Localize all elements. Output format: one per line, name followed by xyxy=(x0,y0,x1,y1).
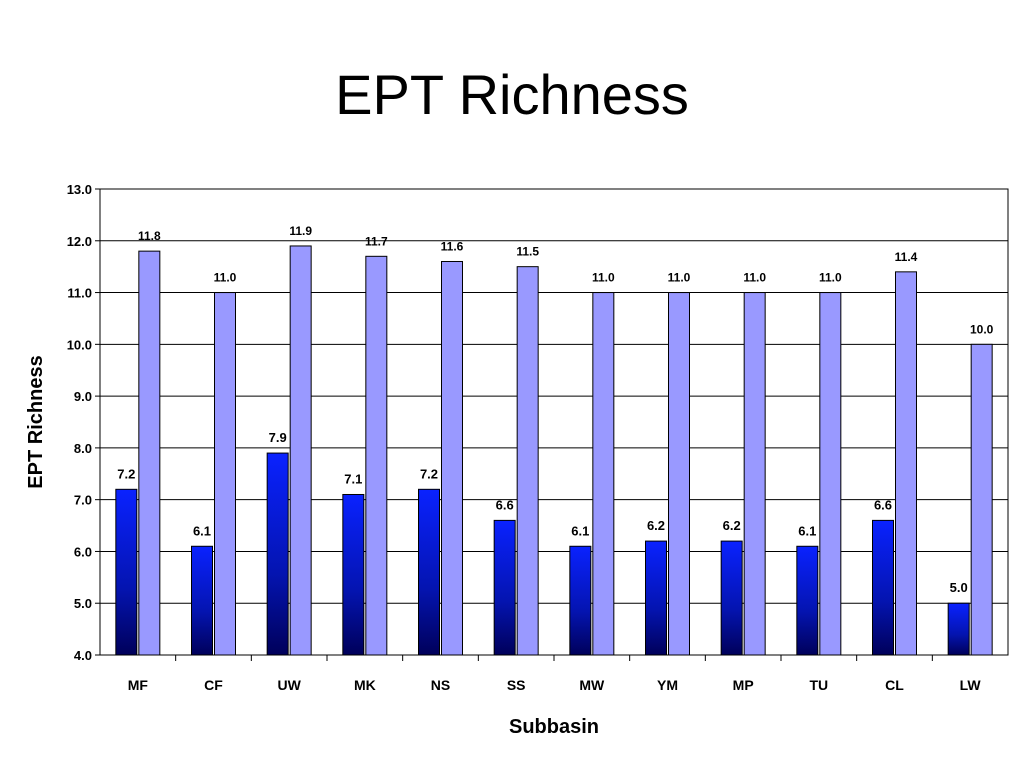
bar xyxy=(569,545,592,656)
bars xyxy=(115,245,993,656)
data-label: 6.1 xyxy=(193,523,211,538)
bar xyxy=(668,292,690,656)
y-tick-label: 6.0 xyxy=(74,544,92,559)
data-label: 10.0 xyxy=(970,322,994,336)
data-label: 11.6 xyxy=(441,239,464,253)
y-tick-label: 4.0 xyxy=(74,648,92,663)
bar xyxy=(819,292,842,656)
bar xyxy=(872,519,894,656)
bar xyxy=(138,250,161,656)
data-label: 11.0 xyxy=(743,271,766,285)
x-tick-label: NS xyxy=(431,677,450,693)
bar xyxy=(214,292,236,656)
x-tick-label: TU xyxy=(809,677,828,693)
data-label: 6.2 xyxy=(647,518,665,533)
data-label: 11.0 xyxy=(214,271,237,285)
bar xyxy=(645,540,667,656)
y-tick-label: 13.0 xyxy=(67,182,92,197)
x-tick-label: MK xyxy=(354,677,376,693)
data-label: 11.8 xyxy=(138,229,161,243)
y-tick-label: 11.0 xyxy=(67,286,92,301)
data-label: 11.9 xyxy=(289,224,312,238)
bar xyxy=(191,545,213,656)
x-tick-label: CF xyxy=(204,677,223,693)
bar xyxy=(592,292,615,656)
y-tick-label: 12.0 xyxy=(67,234,92,249)
plot-frame xyxy=(99,188,1009,656)
data-label: 11.0 xyxy=(592,271,615,285)
data-label: 6.2 xyxy=(723,518,741,533)
y-tick-labels: 4.0 5.0 6.0 7.0 8.0 9.0 10.0 11.0 12.0 13.0 xyxy=(67,182,92,663)
data-label: 11.4 xyxy=(895,250,918,264)
x-tick-label: MF xyxy=(128,677,149,693)
data-label: 7.9 xyxy=(269,430,287,445)
bar xyxy=(441,260,463,656)
bar xyxy=(947,602,970,656)
y-tick-label: 7.0 xyxy=(74,493,92,508)
bar xyxy=(516,266,539,656)
y-tick-label: 10.0 xyxy=(67,337,92,352)
data-labels: 7.2 11.8 6.1 11.0 7.9 11.9 7.1 11.7 7.2 11.6 6.6 11… xyxy=(117,224,993,595)
x-tick-label: SS xyxy=(507,677,526,693)
bar xyxy=(115,488,138,656)
x-tick-label: UW xyxy=(278,677,302,693)
bar xyxy=(720,540,743,656)
data-label: 7.1 xyxy=(344,471,362,486)
x-tick-label: MP xyxy=(733,677,754,693)
data-label: 11.5 xyxy=(516,245,539,259)
y-tick-label: 8.0 xyxy=(74,441,92,456)
bar xyxy=(743,292,766,656)
bar xyxy=(289,245,312,656)
bar xyxy=(493,519,516,656)
data-label: 11.0 xyxy=(819,271,842,285)
bar xyxy=(970,343,993,656)
data-label: 6.6 xyxy=(874,497,892,512)
data-label: 6.1 xyxy=(798,523,816,538)
data-label: 6.6 xyxy=(496,497,514,512)
x-tick-label: MW xyxy=(579,677,605,693)
chart-title: EPT Richness xyxy=(335,63,689,126)
bar xyxy=(365,255,388,656)
x-tick-labels: MF CF UW MK NS SS MW YM MP TU CL LW xyxy=(128,677,982,693)
data-label: 5.0 xyxy=(950,580,968,595)
y-tick-label: 9.0 xyxy=(74,389,92,404)
y-tick-label: 5.0 xyxy=(74,596,92,611)
data-label: 6.1 xyxy=(571,523,589,538)
bar xyxy=(796,545,819,656)
bar xyxy=(895,271,917,656)
y-axis-title: EPT Richness xyxy=(25,355,47,488)
data-label: 7.2 xyxy=(420,466,438,481)
data-label: 11.0 xyxy=(668,271,691,285)
x-tick-label: LW xyxy=(960,677,982,693)
data-label: 11.7 xyxy=(365,234,388,248)
x-tick-label: YM xyxy=(657,677,678,693)
bar xyxy=(418,488,440,656)
bar xyxy=(266,452,289,656)
data-label: 7.2 xyxy=(117,466,135,481)
x-axis-title: Subbasin xyxy=(509,716,599,738)
bar xyxy=(342,493,365,656)
x-tick-label: CL xyxy=(885,677,904,693)
